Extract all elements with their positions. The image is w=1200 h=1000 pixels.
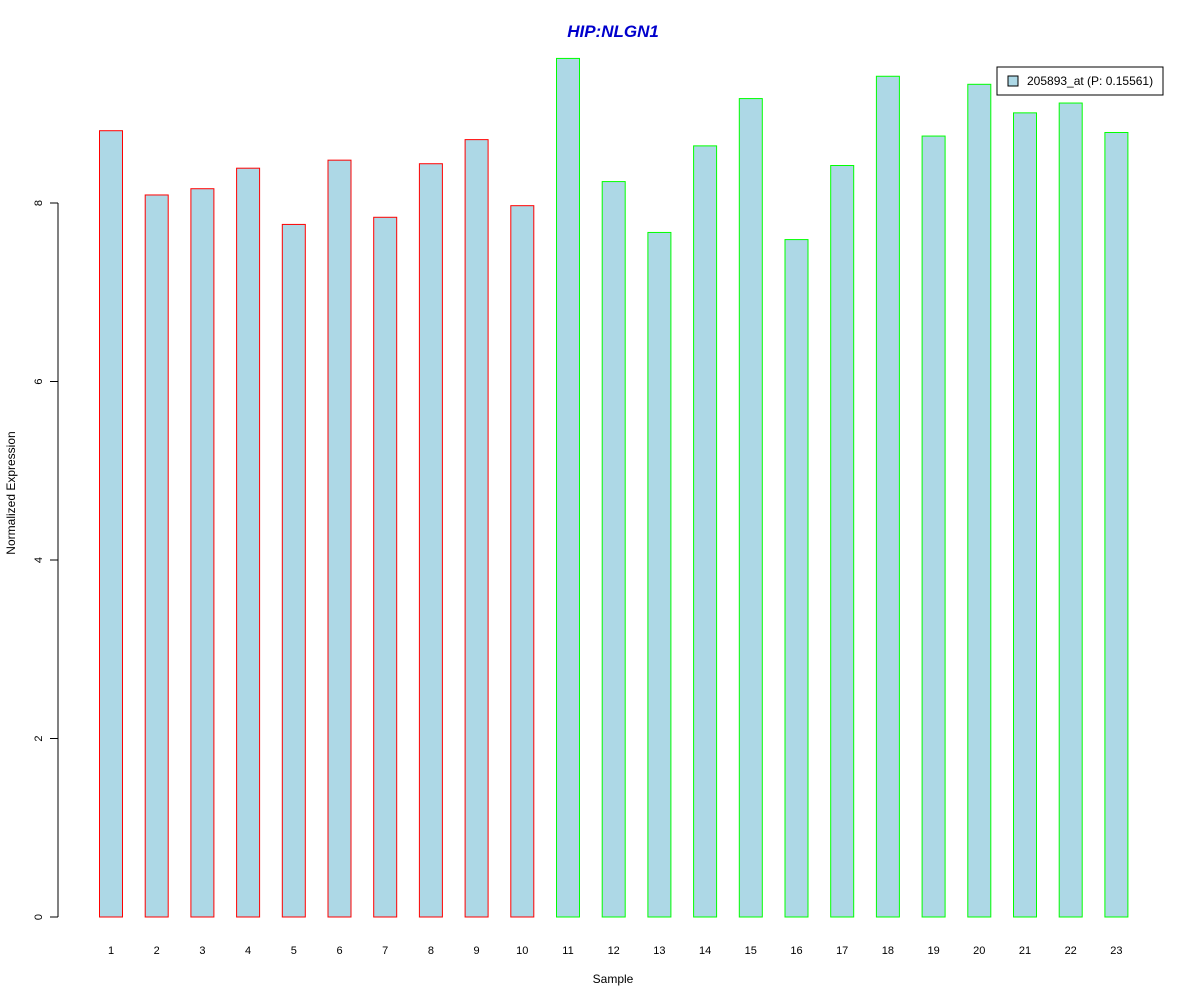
chart-title: HIP:NLGN1 bbox=[567, 22, 659, 41]
bar-sample-1 bbox=[99, 130, 123, 918]
bar-sample-12 bbox=[601, 181, 626, 918]
legend-swatch bbox=[1007, 75, 1019, 87]
x-tick-label: 5 bbox=[291, 945, 297, 957]
x-tick-label: 2 bbox=[154, 945, 160, 957]
x-tick-label: 10 bbox=[516, 945, 528, 957]
bar-sample-20 bbox=[967, 83, 992, 918]
bar-sample-22 bbox=[1058, 102, 1083, 918]
y-tick-label: 4 bbox=[33, 557, 45, 563]
x-tick-labels: 1 2 3 4 5 6 7 8 9 10 11 12 13 14 15 16 17 18 19 20 21 22 23 bbox=[108, 945, 1123, 957]
bar-sample-15 bbox=[738, 98, 763, 918]
x-tick-label: 18 bbox=[882, 945, 894, 957]
bar-sample-3 bbox=[190, 188, 215, 918]
x-axis-title: Sample bbox=[593, 972, 634, 986]
legend-label: 205893_at (P: 0.15561) bbox=[1027, 74, 1153, 88]
bar-sample-11 bbox=[556, 57, 580, 918]
x-tick-label: 22 bbox=[1065, 945, 1077, 957]
bar-sample-17 bbox=[830, 165, 855, 918]
bar-sample-16 bbox=[784, 239, 809, 918]
x-tick-label: 8 bbox=[428, 945, 434, 957]
y-tick-label: 8 bbox=[33, 200, 45, 206]
y-axis bbox=[50, 202, 59, 918]
bar-sample-18 bbox=[875, 75, 900, 918]
bar-sample-10 bbox=[510, 205, 535, 918]
x-tick-label: 4 bbox=[245, 945, 251, 957]
bar-sample-19 bbox=[921, 135, 946, 918]
x-tick-label: 11 bbox=[562, 945, 573, 957]
bar-sample-5 bbox=[281, 223, 306, 918]
x-tick-label: 7 bbox=[382, 945, 388, 957]
x-tick-label: 20 bbox=[973, 945, 985, 957]
x-tick-label: 1 bbox=[108, 945, 114, 957]
y-axis-title: Normalized Expression bbox=[4, 431, 18, 554]
x-tick-label: 12 bbox=[608, 945, 620, 957]
bar-sample-14 bbox=[693, 145, 718, 918]
x-tick-label: 9 bbox=[474, 945, 480, 957]
bar-sample-23 bbox=[1104, 131, 1129, 918]
x-tick-label: 3 bbox=[199, 945, 205, 957]
x-tick-label: 16 bbox=[790, 945, 802, 957]
y-tick-label: 2 bbox=[33, 735, 45, 741]
x-tick-label: 17 bbox=[836, 945, 848, 957]
x-tick-label: 23 bbox=[1110, 945, 1122, 957]
legend: 205893_at (P: 0.15561) bbox=[996, 66, 1164, 96]
bar-sample-21 bbox=[1013, 112, 1037, 918]
bar-sample-6 bbox=[327, 159, 352, 918]
bar-sample-2 bbox=[144, 194, 169, 918]
x-tick-label: 19 bbox=[927, 945, 939, 957]
bar-sample-13 bbox=[647, 231, 672, 918]
y-tick-labels: 0 2 4 6 8 bbox=[33, 200, 45, 920]
bar-sample-9 bbox=[464, 139, 489, 918]
bars-group bbox=[99, 57, 1129, 918]
bar-sample-8 bbox=[418, 163, 443, 918]
x-tick-label: 21 bbox=[1019, 945, 1031, 957]
x-tick-label: 14 bbox=[699, 945, 711, 957]
y-tick-label: 0 bbox=[33, 914, 45, 920]
legend-box bbox=[996, 66, 1164, 96]
bar-sample-7 bbox=[373, 216, 398, 918]
x-tick-label: 15 bbox=[745, 945, 757, 957]
x-tick-label: 6 bbox=[336, 945, 342, 957]
bar-sample-4 bbox=[236, 167, 261, 918]
x-tick-label: 13 bbox=[653, 945, 665, 957]
y-tick-label: 6 bbox=[33, 378, 45, 384]
